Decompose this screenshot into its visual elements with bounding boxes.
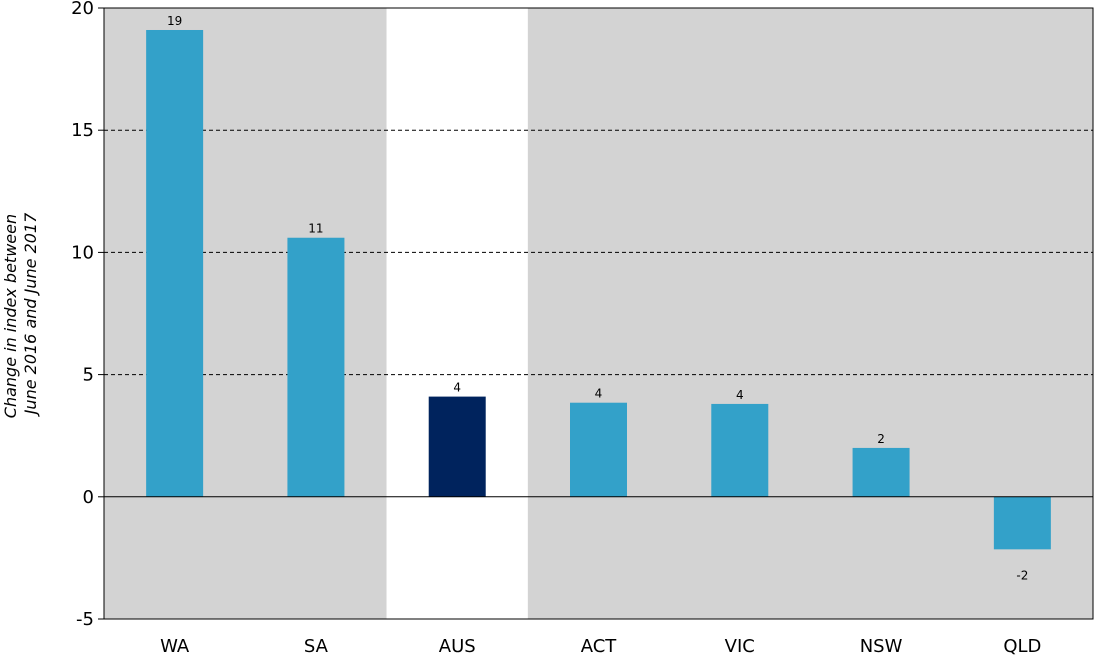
y-tick-label-20: 20 (71, 0, 94, 19)
data-label-aus: 4 (453, 381, 461, 395)
data-label-vic: 4 (736, 388, 744, 402)
data-labels: 19 11 4 4 4 2 -2 (167, 14, 1028, 582)
bar-wa (146, 29, 204, 497)
data-label-nsw: 2 (877, 432, 885, 446)
category-label-nsw: NSW (860, 636, 903, 657)
data-label-sa: 11 (308, 222, 323, 236)
y-tick-labels: -5 0 5 10 15 20 (71, 0, 94, 630)
background-bands (104, 8, 1093, 619)
y-tick-label-5: 5 (83, 365, 94, 386)
category-label-wa: WA (160, 636, 190, 657)
y-axis-title-line-2: June 2016 and June 2017 (21, 212, 40, 417)
category-label-qld: QLD (1003, 636, 1041, 657)
bar-vic (711, 403, 769, 497)
x-category-labels: WA SA AUS ACT VIC NSW QLD (160, 636, 1041, 657)
axes (98, 7, 1094, 620)
bar-nsw (852, 447, 910, 497)
gridlines (104, 129, 1093, 376)
bar-qld (993, 496, 1051, 550)
y-axis-title: Change in index between June 2016 and Ju… (1, 209, 40, 418)
y-tick-label-0: 0 (83, 487, 94, 508)
data-label-act: 4 (595, 387, 603, 401)
category-label-aus: AUS (439, 636, 476, 657)
y-tick-label-10: 10 (71, 242, 94, 263)
bar-act (570, 402, 627, 497)
category-label-vic: VIC (725, 636, 755, 657)
y-tick-label--5: -5 (76, 609, 94, 630)
y-tick-label-15: 15 (71, 120, 94, 141)
data-label-qld: -2 (1016, 568, 1028, 582)
data-label-wa: 19 (167, 14, 182, 28)
plot-frame (103, 7, 1094, 620)
category-label-act: ACT (581, 636, 618, 657)
background-band-highlight (386, 8, 528, 619)
bars (146, 29, 1051, 550)
category-label-sa: SA (304, 636, 329, 657)
bar-sa (287, 237, 345, 497)
y-axis-title-line-1: Change in index between (1, 214, 20, 418)
bar-aus (428, 396, 486, 497)
